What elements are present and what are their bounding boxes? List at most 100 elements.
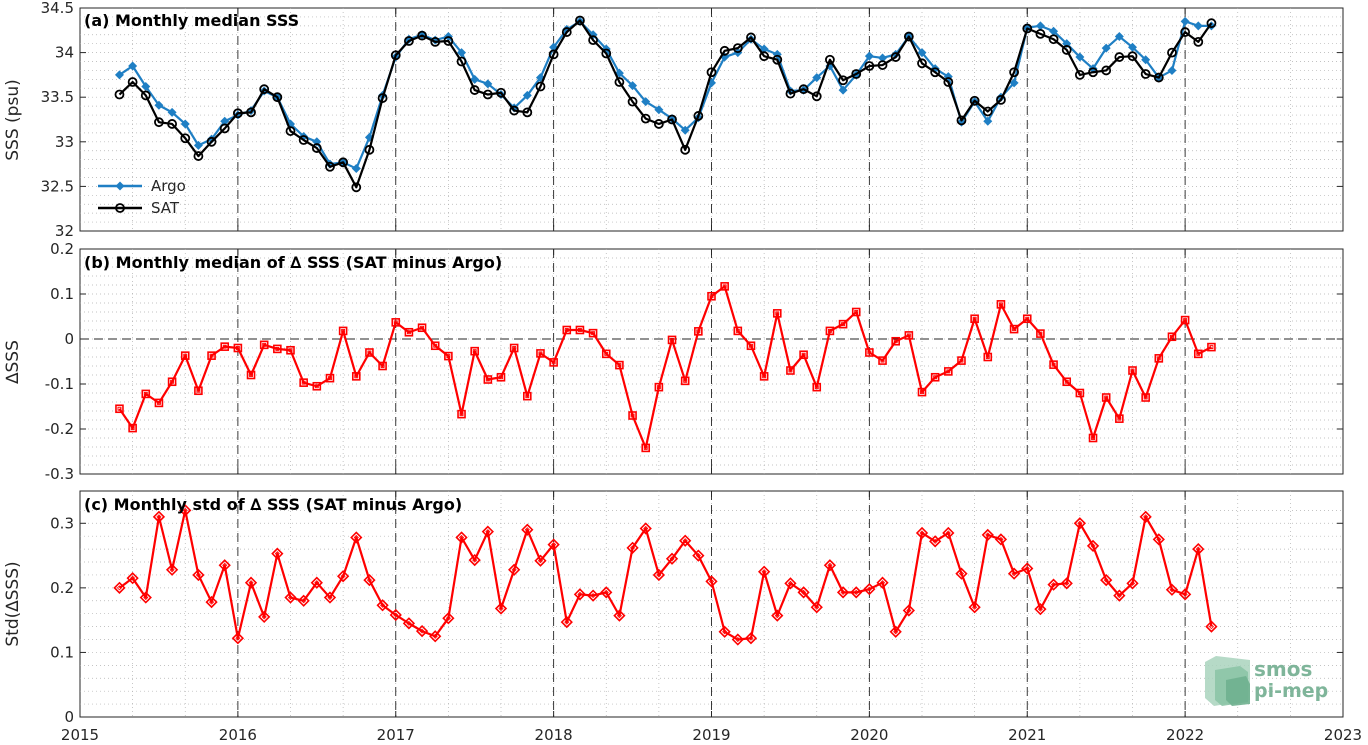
data-point [733, 326, 743, 336]
data-point-inner [1129, 580, 1136, 586]
y-tick-label: 0.3 [50, 514, 74, 532]
data-point-inner [1090, 543, 1096, 549]
data-point [1075, 52, 1085, 62]
data-point-inner [564, 619, 570, 625]
data-point-inner [854, 310, 859, 314]
data-point [902, 604, 915, 617]
data-point [996, 300, 1006, 309]
data-point [864, 61, 875, 71]
data-point-inner [735, 636, 741, 643]
data-point [246, 370, 256, 380]
data-point-inner [406, 620, 412, 626]
data-point-inner [919, 530, 925, 536]
data-point-inner [866, 586, 872, 592]
data-point [127, 77, 138, 87]
panel-b-ylabel: ∆SSS [3, 340, 23, 385]
data-point [930, 67, 941, 78]
data-point-inner [249, 373, 253, 377]
data-point [325, 373, 335, 383]
data-point [838, 75, 848, 86]
data-point-inner [985, 355, 990, 359]
data-point-inner [814, 385, 819, 390]
data-point [865, 348, 874, 357]
data-point [193, 140, 203, 150]
data-point [246, 107, 256, 118]
data-point-inner [643, 445, 648, 450]
data-point [812, 73, 822, 83]
data-point-inner [801, 589, 807, 595]
data-point-inner [156, 514, 162, 520]
data-point-inner [906, 333, 911, 338]
y-tick-label: 34 [55, 44, 74, 62]
data-point [536, 349, 545, 358]
data-point [468, 553, 481, 567]
data-point [562, 24, 572, 34]
data-point [1088, 67, 1098, 78]
legend-argo-marker [115, 181, 125, 191]
data-point [1152, 533, 1165, 546]
data-point [1115, 414, 1124, 423]
data-point-inner [577, 328, 582, 332]
data-point [772, 309, 782, 318]
data-point [207, 134, 217, 144]
data-point [390, 50, 401, 61]
data-point-inner [1037, 606, 1043, 612]
data-point [891, 336, 900, 346]
data-point-inner [485, 529, 491, 535]
data-point-inner [1116, 593, 1122, 599]
data-point [351, 372, 361, 381]
data-point [996, 94, 1006, 105]
data-point [851, 69, 862, 79]
data-point [864, 51, 874, 61]
data-point [1009, 67, 1019, 78]
data-point [284, 591, 297, 604]
data-point [455, 531, 468, 544]
data-point [613, 609, 626, 622]
data-point [786, 366, 795, 375]
data-point [469, 85, 480, 95]
data-point-inner [117, 406, 122, 411]
data-point [114, 89, 125, 100]
data-point-inner [630, 413, 635, 418]
data-point [1139, 510, 1152, 523]
data-point [1074, 70, 1085, 80]
data-point-inner [867, 350, 872, 355]
data-point-inner [695, 553, 701, 559]
data-point [917, 58, 927, 69]
data-point [377, 93, 388, 103]
panel-a-ylabel: SSS (psu) [3, 79, 23, 160]
data-point [1114, 52, 1125, 62]
data-point [417, 323, 427, 333]
data-point [298, 135, 309, 145]
data-point [311, 143, 322, 153]
data-point [365, 348, 374, 357]
data-point [312, 381, 322, 391]
data-point [823, 559, 837, 572]
data-point [1180, 315, 1190, 325]
data-point [521, 523, 534, 536]
data-point [968, 601, 981, 614]
data-point-inner [116, 585, 123, 591]
data-point [376, 599, 389, 612]
data-point-inner [524, 527, 530, 533]
data-point-inner [880, 358, 885, 363]
data-point [851, 307, 861, 317]
data-point-inner [893, 339, 898, 344]
data-point [1009, 324, 1019, 334]
data-point-inner [933, 375, 938, 380]
y-tick-label: 33 [55, 133, 74, 151]
data-point-inner [458, 534, 465, 541]
data-point-inner [406, 330, 411, 335]
data-point [640, 113, 651, 124]
series-line-panel-c [118, 509, 1213, 641]
data-point-inner [432, 633, 438, 639]
data-point [878, 356, 887, 365]
data-point-inner [301, 380, 306, 385]
data-point [286, 345, 295, 355]
data-point [705, 575, 718, 588]
data-point-inner [577, 591, 583, 597]
data-point-inner [367, 350, 372, 355]
data-point [654, 382, 664, 392]
data-point [141, 389, 151, 399]
